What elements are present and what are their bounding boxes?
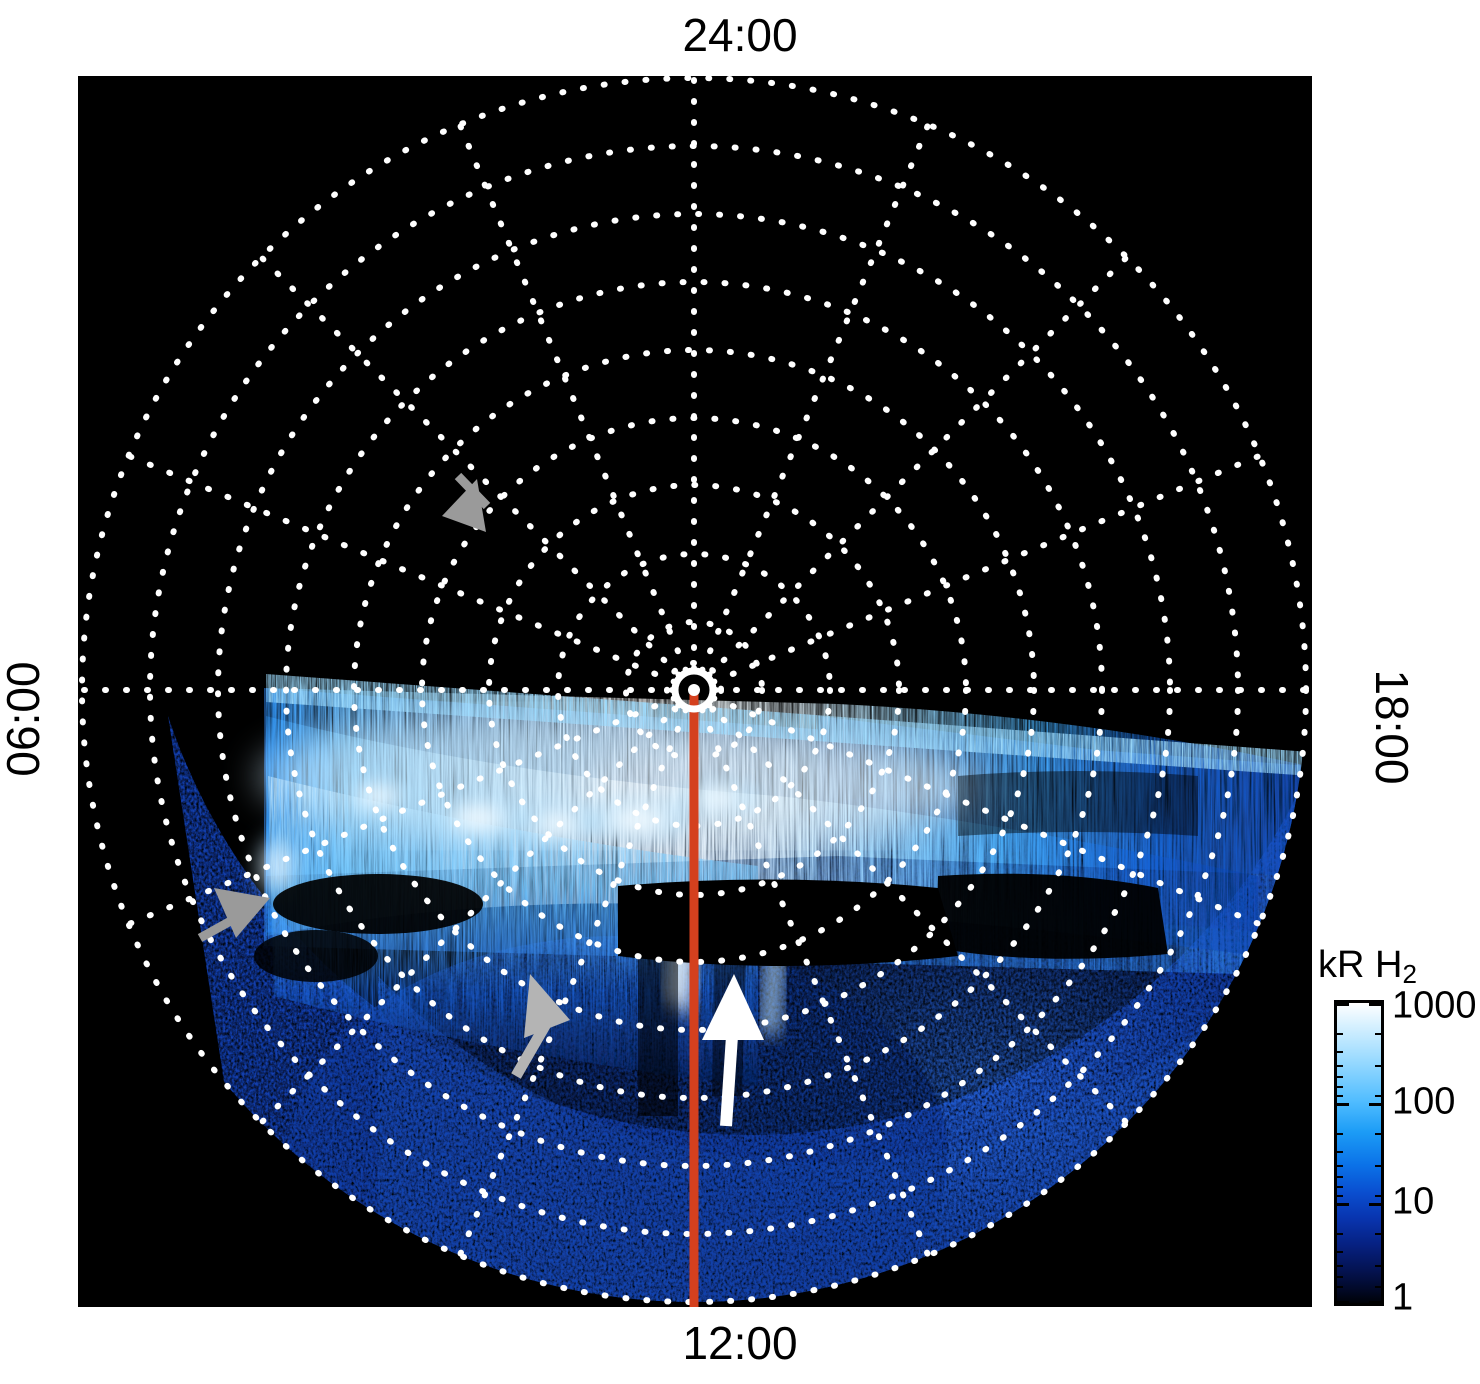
colorbar-tick-10-right	[1369, 1203, 1381, 1206]
colorbar-minor-tick	[1337, 1095, 1343, 1097]
colorbar-tick-100-left	[1337, 1103, 1349, 1106]
colorbar-minor-tick	[1375, 1195, 1381, 1197]
colorbar-minor-tick	[1337, 1165, 1343, 1167]
colorbar-minor-tick	[1337, 1033, 1343, 1035]
polar-plot-svg	[78, 76, 1312, 1307]
colorbar-minor-tick	[1375, 1165, 1381, 1167]
oval-top-spikes	[266, 674, 1306, 776]
colorbar-minor-tick	[1337, 1076, 1343, 1078]
colorbar-minor-tick	[1337, 1151, 1343, 1153]
colorbar-label-1000: 1000	[1392, 984, 1477, 1027]
arrow-gray-left-limb	[197, 888, 270, 942]
colorbar-minor-tick	[1337, 1195, 1343, 1197]
colorbar-box	[1334, 1000, 1384, 1306]
polar-cap-dark-region	[82, 78, 1306, 688]
arrow-gray-center	[511, 974, 570, 1079]
colorbar-minor-tick	[1337, 1276, 1343, 1278]
arrow-white-center	[702, 974, 764, 1127]
axis-label-top: 24:00	[682, 9, 798, 61]
colorbar-minor-tick	[1337, 1186, 1343, 1188]
colorbar-minor-tick	[1375, 1286, 1381, 1288]
colorbar-minor-tick	[1337, 1065, 1343, 1067]
colorbar-minor-tick	[1337, 1233, 1343, 1235]
colorbar-minor-tick	[1337, 1176, 1343, 1178]
colorbar-label-10: 10	[1392, 1180, 1435, 1223]
colorbar-minor-tick	[1337, 1086, 1343, 1088]
colorbar-minor-tick	[1337, 1051, 1343, 1053]
pole-marker-dot	[688, 684, 700, 696]
colorbar-label-1: 1	[1392, 1276, 1414, 1319]
colorbar-minor-tick	[1375, 1095, 1381, 1097]
colorbar-minor-tick	[1337, 1265, 1343, 1267]
axis-label-bottom: 12:00	[682, 1317, 798, 1369]
aurora-image-layer	[82, 78, 1306, 1302]
axis-label-right: 18:00	[1366, 669, 1418, 785]
colorbar-tick-1000-left	[1337, 1003, 1349, 1006]
colorbar: kR H2	[1318, 944, 1480, 1324]
colorbar-tick-1-right	[1369, 1301, 1381, 1303]
colorbar-title-main: kR H	[1318, 944, 1403, 986]
pole-marker	[671, 667, 717, 713]
colorbar-minor-tick	[1375, 1033, 1381, 1035]
colorbar-minor-tick	[1375, 1133, 1381, 1135]
colorbar-minor-tick	[1375, 1265, 1381, 1267]
colorbar-minor-tick	[1337, 1133, 1343, 1135]
colorbar-tick-1000-right	[1369, 1003, 1381, 1006]
colorbar-title-subscript: 2	[1402, 959, 1417, 989]
colorbar-gradient	[1337, 1003, 1381, 1303]
colorbar-minor-tick	[1375, 1233, 1381, 1235]
colorbar-tick-1-left	[1337, 1301, 1349, 1303]
arrow-gray-upper-left	[442, 472, 491, 532]
axis-label-left: 06:00	[0, 661, 49, 777]
colorbar-minor-tick	[1375, 1065, 1381, 1067]
colorbar-minor-tick	[1337, 1251, 1343, 1253]
colorbar-tick-100-right	[1369, 1103, 1381, 1106]
colorbar-tick-10-left	[1337, 1203, 1349, 1206]
polar-plot-panel	[78, 76, 1312, 1307]
colorbar-label-100: 100	[1392, 1080, 1456, 1123]
colorbar-title: kR H2	[1318, 944, 1417, 990]
colorbar-minor-tick	[1337, 1286, 1343, 1288]
